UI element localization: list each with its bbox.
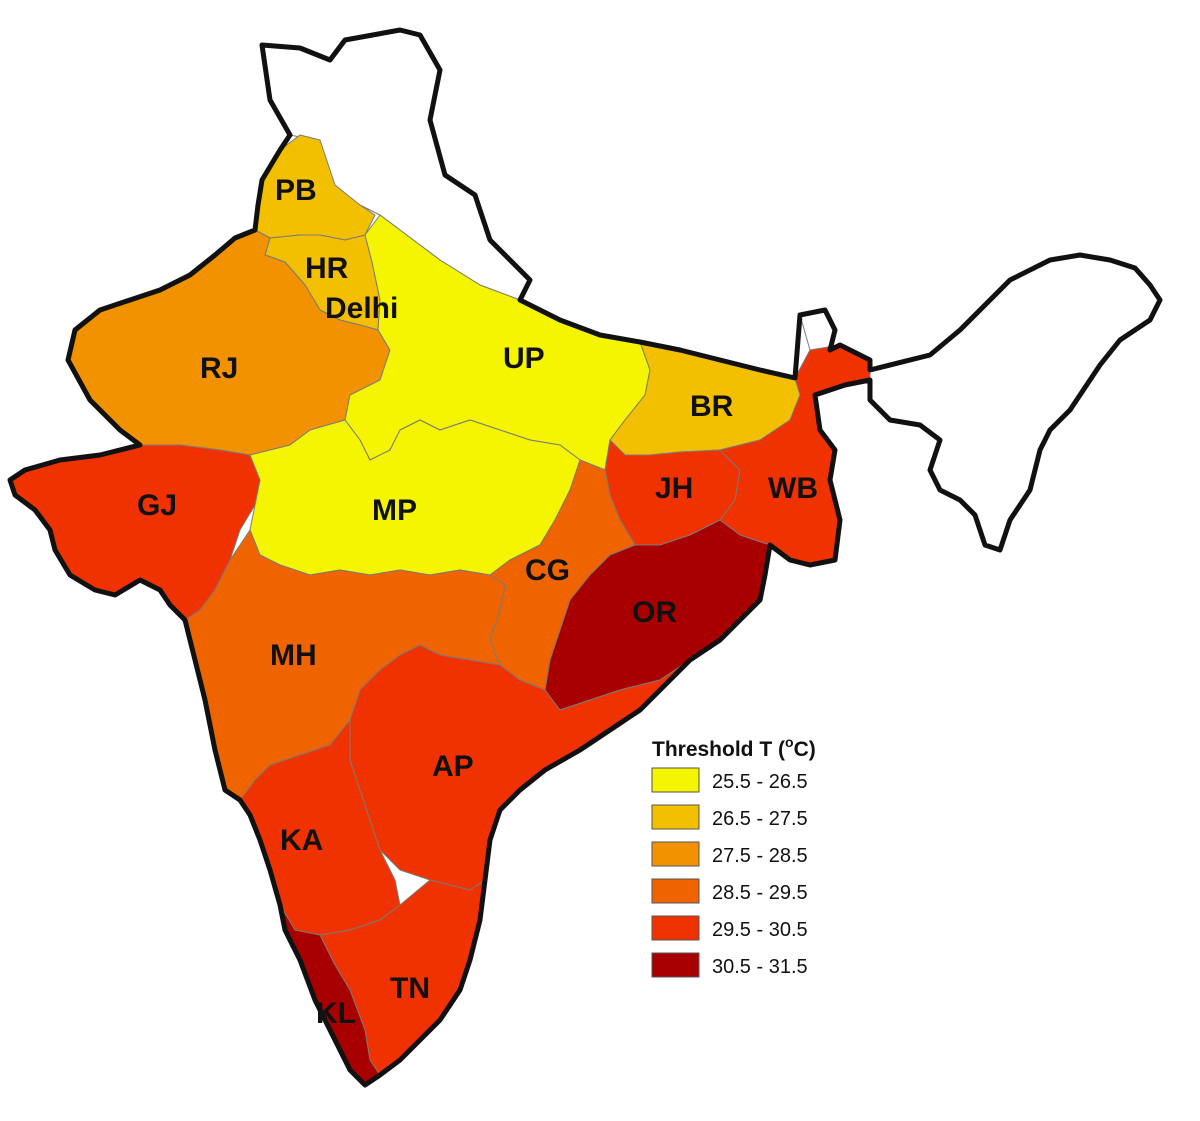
legend-label-2: 26.5 - 27.5 bbox=[712, 808, 808, 830]
label-HR: HR bbox=[305, 252, 349, 285]
legend: Threshold T (oC) 25.5 - 26.5 26.5 - 27.5… bbox=[651, 734, 816, 978]
legend-label-3: 27.5 - 28.5 bbox=[712, 845, 808, 867]
label-RJ: RJ bbox=[200, 352, 238, 385]
label-MH: MH bbox=[270, 639, 317, 672]
label-BR: BR bbox=[690, 390, 734, 423]
legend-swatch-2 bbox=[651, 804, 700, 830]
legend-swatch-4 bbox=[651, 878, 700, 904]
legend-swatch-3 bbox=[651, 841, 700, 867]
legend-swatch-5 bbox=[651, 915, 700, 941]
label-AP: AP bbox=[432, 750, 474, 783]
legend-label-5: 29.5 - 30.5 bbox=[712, 919, 808, 941]
india-border-outline bbox=[7, 27, 1163, 1088]
legend-swatch-6 bbox=[651, 952, 700, 978]
label-JH: JH bbox=[655, 472, 693, 505]
label-MP: MP bbox=[372, 494, 417, 527]
legend-title: Threshold T (oC) bbox=[652, 734, 816, 761]
legend-label-1: 25.5 - 26.5 bbox=[712, 771, 808, 793]
label-KL: KL bbox=[316, 997, 356, 1030]
label-OR: OR bbox=[632, 596, 677, 629]
legend-swatch-1 bbox=[651, 767, 700, 793]
label-PB: PB bbox=[275, 174, 317, 207]
label-GJ: GJ bbox=[137, 489, 177, 522]
label-CG: CG bbox=[525, 554, 570, 587]
region-northeast-unshaded bbox=[869, 254, 1161, 551]
label-KA: KA bbox=[280, 824, 323, 857]
label-UP: UP bbox=[503, 342, 545, 375]
legend-label-6: 30.5 - 31.5 bbox=[712, 956, 808, 978]
label-TN: TN bbox=[390, 972, 430, 1005]
label-WB: WB bbox=[768, 472, 818, 505]
label-Delhi: Delhi bbox=[325, 292, 398, 325]
legend-label-4: 28.5 - 29.5 bbox=[712, 882, 808, 904]
